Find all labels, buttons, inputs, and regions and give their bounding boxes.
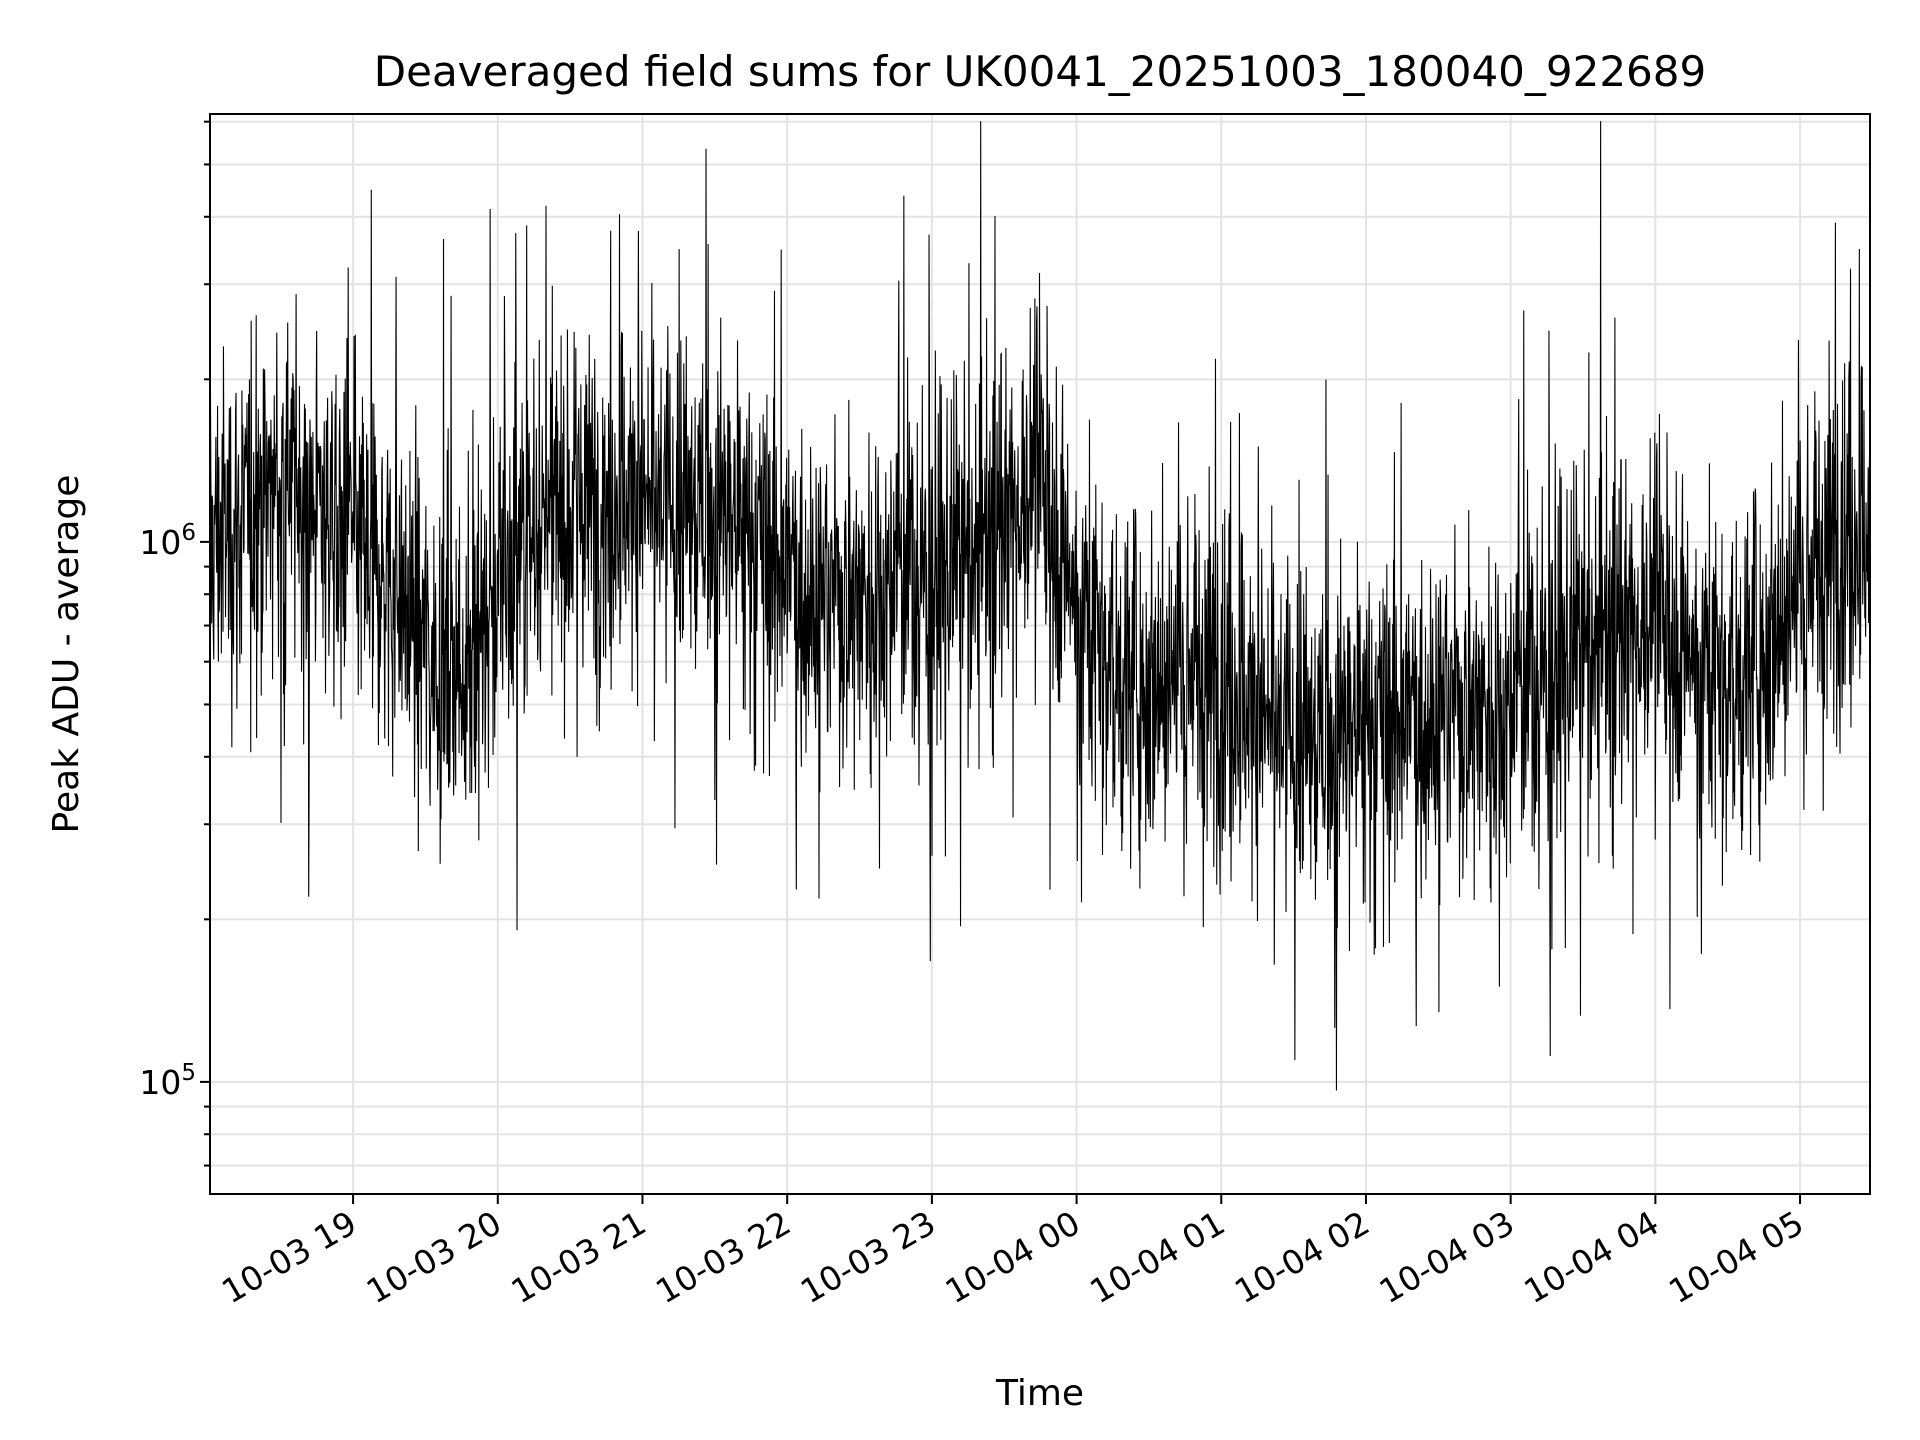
chart-title: Deaveraged field sums for UK0041_2025100… (374, 47, 1706, 96)
y-tick-base: 10 (139, 1063, 181, 1102)
y-tick-label: 105 (139, 1060, 196, 1102)
y-axis-label: Peak ADU - average (46, 475, 87, 834)
series-line (209, 121, 1871, 1091)
y-tick-base: 10 (139, 523, 181, 562)
y-tick-label: 106 (139, 520, 196, 562)
series-layer (209, 121, 1871, 1091)
plot-frame (209, 113, 1871, 1195)
x-axis-label: Time (995, 1373, 1084, 1414)
y-tick-exponent: 5 (181, 1060, 196, 1086)
y-tick-exponent: 6 (181, 520, 196, 546)
